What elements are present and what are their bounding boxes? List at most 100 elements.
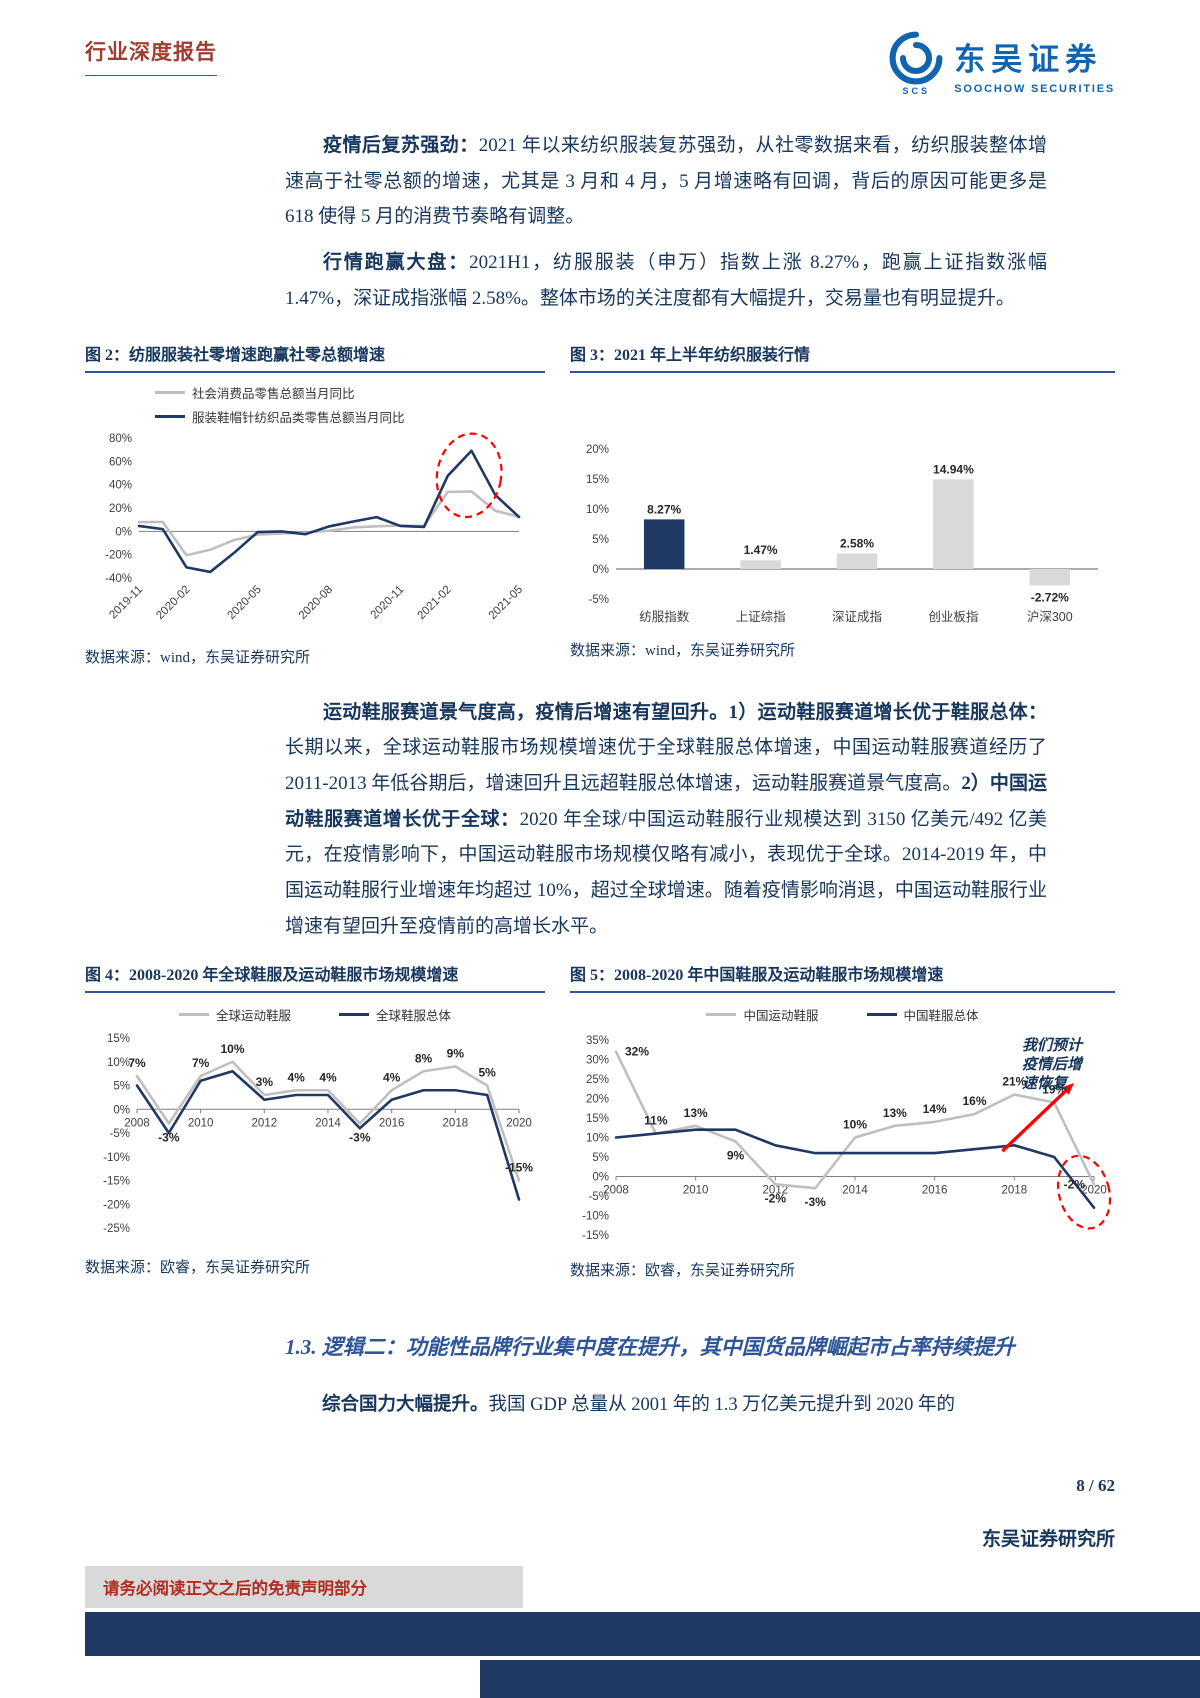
figure-2-legend: 社会消费品零售总额当月同比 服装鞋帽针纺织品类零售总额当月同比 xyxy=(155,383,545,426)
legend-label: 中国运动鞋服 xyxy=(743,1008,819,1023)
paragraph-gdp-body: 我国 GDP 总量从 2001 年的 1.3 万亿美元提升到 2020 年的 xyxy=(488,1395,955,1416)
figure-4-source: 数据来源：欧睿，东吴证券研究所 xyxy=(85,1259,311,1276)
svg-text:13%: 13% xyxy=(684,1105,708,1119)
legend-label: 服装鞋帽针纺织品类零售总额当月同比 xyxy=(192,410,405,425)
brand-name-cn: 东吴证券 xyxy=(954,41,1103,77)
svg-text:2020-08: 2020-08 xyxy=(297,583,335,621)
svg-text:7%: 7% xyxy=(128,1056,146,1070)
figure-5-legend: 中国运动鞋服 中国鞋服总体 xyxy=(570,1005,1115,1024)
svg-text:10%: 10% xyxy=(586,1132,609,1144)
svg-text:20%: 20% xyxy=(109,503,132,515)
paragraph-sportswear-lead2: 2）中国运动鞋服赛道增长优于全球： xyxy=(285,773,1047,830)
svg-text:40%: 40% xyxy=(109,479,132,491)
svg-text:10%: 10% xyxy=(586,504,609,516)
svg-text:30%: 30% xyxy=(586,1054,609,1066)
svg-text:3%: 3% xyxy=(256,1075,274,1089)
svg-text:7%: 7% xyxy=(192,1056,210,1070)
figure-5-title: 图 5：2008-2020 年中国鞋服及运动鞋服市场规模增速 xyxy=(570,961,1115,993)
svg-text:4%: 4% xyxy=(383,1070,401,1084)
legend-label: 全球运动鞋服 xyxy=(215,1008,291,1023)
svg-text:8%: 8% xyxy=(415,1051,433,1065)
svg-text:14.94%: 14.94% xyxy=(933,462,974,476)
svg-text:2020: 2020 xyxy=(506,1117,532,1129)
svg-text:4%: 4% xyxy=(319,1070,337,1084)
legend-line-swatch-navy xyxy=(339,1012,369,1016)
institute-name: 东吴证券研究所 xyxy=(981,1529,1115,1550)
figure-5-line-chart: 35% 30% 25% 20% 15% 10% 5% 0% -5% -10% -15% 2008 201… xyxy=(582,1035,1112,1242)
figure-5: 图 5：2008-2020 年中国鞋服及运动鞋服市场规模增速 中国运动鞋服 中国… xyxy=(570,961,1115,1280)
svg-text:-5%: -5% xyxy=(589,594,609,606)
figure-4-title: 图 4：2008-2020 年全球鞋服及运动鞋服市场规模增速 xyxy=(85,961,545,993)
svg-text:2.58%: 2.58% xyxy=(840,536,874,550)
legend-line-swatch-navy xyxy=(155,414,185,418)
svg-text:-2%: -2% xyxy=(1064,1177,1086,1191)
svg-text:5%: 5% xyxy=(113,1080,130,1092)
svg-text:深证成指: 深证成指 xyxy=(832,609,882,624)
page-number: 8 / 62 xyxy=(1076,1476,1115,1495)
legend-line-swatch-navy xyxy=(866,1012,897,1016)
svg-text:2020-05: 2020-05 xyxy=(226,583,264,621)
disclaimer-text: 请务必阅读正文之后的免责声明部分 xyxy=(103,1579,367,1598)
svg-text:16%: 16% xyxy=(962,1094,986,1108)
svg-text:2014: 2014 xyxy=(842,1184,868,1196)
legend-label: 中国鞋服总体 xyxy=(903,1008,979,1023)
svg-text:32%: 32% xyxy=(625,1044,649,1058)
svg-text:-3%: -3% xyxy=(158,1130,180,1144)
svg-text:10%: 10% xyxy=(220,1041,244,1055)
svg-text:创业板指: 创业板指 xyxy=(928,609,978,624)
svg-text:0%: 0% xyxy=(592,1171,609,1183)
brand-abbr: SCS xyxy=(902,86,930,96)
brand-logo: SCS 东吴证券 SOOCHOW SECURITIES xyxy=(889,31,1115,96)
legend-item: 全球鞋服总体 xyxy=(339,1005,451,1024)
figure-4-legend: 全球运动鞋服 全球鞋服总体 xyxy=(85,1005,545,1024)
paragraph-market-lead: 行情跑赢大盘： xyxy=(323,252,470,274)
svg-text:80%: 80% xyxy=(109,433,132,445)
svg-text:疫情后增: 疫情后增 xyxy=(1022,1055,1084,1073)
figure-3-bar-chart: 20% 15% 10% 5% 0% -5% 8.27% 纺服指数 1.47% 上证综指 2.58% 深… xyxy=(586,444,1098,624)
legend-label: 全球鞋服总体 xyxy=(376,1008,452,1023)
paragraph-recovery: 疫情后复苏强劲：2021 年以来纺织服装复苏强劲，从社零数据来看，纺织服装整体增… xyxy=(285,128,1047,235)
svg-text:9%: 9% xyxy=(447,1046,465,1060)
svg-text:1.47%: 1.47% xyxy=(744,543,778,557)
svg-text:2018: 2018 xyxy=(443,1117,469,1129)
legend-line-swatch-gray xyxy=(155,390,185,394)
footer-bar-bottom xyxy=(480,1660,1200,1698)
paragraph-gdp: 综合国力大幅提升。我国 GDP 总量从 2001 年的 1.3 万亿美元提升到 … xyxy=(285,1388,1113,1423)
svg-text:-10%: -10% xyxy=(582,1210,609,1222)
svg-text:2008: 2008 xyxy=(603,1184,629,1196)
legend-item: 中国运动鞋服 xyxy=(706,1005,819,1024)
figures-row-2: 图 4：2008-2020 年全球鞋服及运动鞋服市场规模增速 全球运动鞋服 全球… xyxy=(85,961,1115,1280)
paragraph-sportswear: 运动鞋服赛道景气度高，疫情后增速有望回升。1）运动鞋服赛道增长优于鞋服总体： 长期… xyxy=(285,695,1047,945)
svg-text:0%: 0% xyxy=(115,526,132,538)
svg-text:2016: 2016 xyxy=(922,1184,948,1196)
brand-name-en: SOOCHOW SECURITIES xyxy=(954,82,1115,95)
paragraph-sportswear-lead1: 运动鞋服赛道景气度高，疫情后增速有望回升。1）运动鞋服赛道增长优于鞋服总体： xyxy=(323,701,1047,723)
svg-text:19%: 19% xyxy=(1042,1082,1066,1096)
svg-text:13%: 13% xyxy=(883,1105,907,1119)
legend-item: 中国鞋服总体 xyxy=(866,1005,979,1024)
svg-text:-40%: -40% xyxy=(105,573,132,585)
legend-line-swatch-gray xyxy=(178,1012,209,1016)
brand-text: 东吴证券 SOOCHOW SECURITIES xyxy=(954,34,1115,95)
svg-text:20%: 20% xyxy=(586,1093,609,1105)
svg-text:-10%: -10% xyxy=(103,1151,130,1163)
svg-text:-5%: -5% xyxy=(589,1191,609,1203)
svg-text:14%: 14% xyxy=(923,1102,947,1116)
legend-item: 服装鞋帽针纺织品类零售总额当月同比 xyxy=(155,407,405,426)
svg-text:0%: 0% xyxy=(113,1104,130,1116)
figure-4: 图 4：2008-2020 年全球鞋服及运动鞋服市场规模增速 全球运动鞋服 全球… xyxy=(85,961,545,1280)
legend-line-swatch-gray xyxy=(706,1012,737,1016)
figure-2: 图 2：纺服服装社零增速跑赢社零总额增速 社会消费品零售总额当月同比 服装鞋帽针… xyxy=(85,341,545,667)
svg-text:-15%: -15% xyxy=(103,1175,130,1187)
figures-row-1: 图 2：纺服服装社零增速跑赢社零总额增速 社会消费品零售总额当月同比 服装鞋帽针… xyxy=(85,341,1115,667)
svg-text:上证综指: 上证综指 xyxy=(736,609,786,624)
svg-text:-5%: -5% xyxy=(110,1128,130,1140)
legend-item: 社会消费品零售总额当月同比 xyxy=(155,383,355,402)
paragraph-recovery-body: 2021 年以来纺织服装复苏强劲，从社零数据来看，纺织服装整体增速高于社零总额的… xyxy=(285,135,1047,228)
svg-text:-2.72%: -2.72% xyxy=(1031,590,1069,604)
svg-text:2012: 2012 xyxy=(252,1117,278,1129)
svg-text:15%: 15% xyxy=(586,1113,609,1125)
paragraph-market: 行情跑赢大盘：2021H1，纺服服装（申万）指数上涨 8.27%，跑赢上证指数涨… xyxy=(285,245,1047,316)
paragraph-market-body: 2021H1，纺服服装（申万）指数上涨 8.27%，跑赢上证指数涨幅 1.47%… xyxy=(285,252,1047,309)
figure-2-title: 图 2：纺服服装社零增速跑赢社零总额增速 xyxy=(85,341,545,373)
